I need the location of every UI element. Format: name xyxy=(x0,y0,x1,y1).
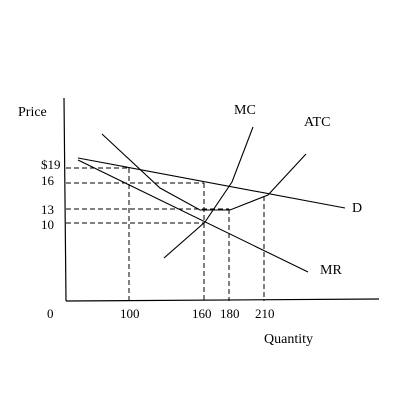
y-tick-label: $19 xyxy=(41,157,61,172)
x-tick-label: 160 xyxy=(192,306,212,321)
x-tick-label: 210 xyxy=(255,306,275,321)
x-tick-label: 180 xyxy=(220,306,240,321)
y-axis-label: Price xyxy=(18,105,47,120)
x-axis-label: Quantity xyxy=(264,332,313,347)
mr-curve xyxy=(77,159,309,273)
x-axis xyxy=(65,298,380,302)
y-tick-label: 16 xyxy=(41,173,55,188)
atc-label: ATC xyxy=(304,115,330,130)
y-tick-label: 10 xyxy=(41,217,54,232)
y-axis xyxy=(63,97,67,302)
mc-label: MC xyxy=(234,103,256,118)
demand-label: D xyxy=(352,201,362,216)
x-tick-label: 100 xyxy=(120,306,140,321)
demand-curve xyxy=(77,157,346,209)
mr-label: MR xyxy=(320,263,342,278)
origin-label: 0 xyxy=(47,306,54,321)
atc-curve xyxy=(101,133,307,211)
mc-curve xyxy=(163,126,254,259)
y-tick-label: 13 xyxy=(41,202,54,217)
